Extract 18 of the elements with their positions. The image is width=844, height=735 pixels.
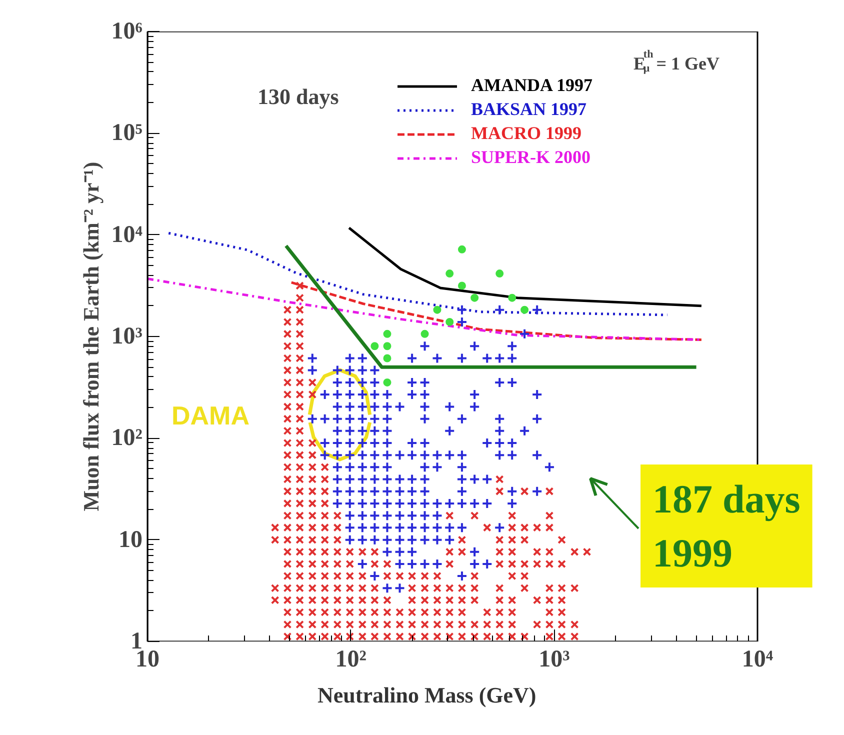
- legend-label: AMANDA 1997: [471, 75, 592, 96]
- annotation: DAMA: [172, 400, 250, 430]
- y-axis-title: Muon flux from the Earth (km⁻² yr⁻¹): [78, 162, 104, 512]
- x-tick-label: 10²: [335, 646, 366, 672]
- y-tick-label: 10³: [111, 324, 143, 350]
- legend-label: BAKSAN 1997: [471, 99, 587, 120]
- x-tick-label: 10⁴: [742, 646, 774, 672]
- annotation: 130 days: [258, 84, 340, 109]
- legend-label: MACRO 1999: [471, 123, 582, 144]
- y-tick-label: 10⁵: [111, 120, 143, 146]
- y-tick-label: 10⁶: [111, 18, 143, 44]
- y-tick-label: 10⁴: [111, 222, 143, 248]
- legend-label: SUPER-K 2000: [471, 147, 591, 168]
- x-tick-label: 10³: [538, 646, 570, 672]
- annotation: 187 days 1999: [652, 476, 800, 576]
- y-tick-label: 10²: [111, 425, 143, 452]
- y-tick-label: 10: [118, 526, 142, 553]
- x-axis-title: Neutralino Mass (GeV): [318, 682, 536, 708]
